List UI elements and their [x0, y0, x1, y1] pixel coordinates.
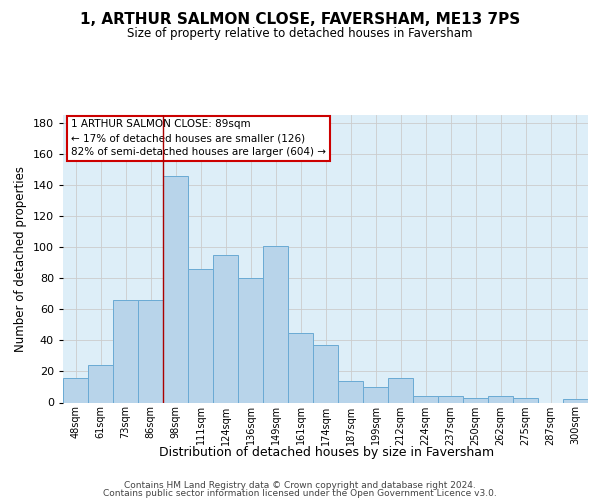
Bar: [88, 365, 113, 403]
Bar: [438, 396, 463, 402]
Y-axis label: Number of detached properties: Number of detached properties: [14, 166, 27, 352]
Bar: [213, 255, 238, 402]
Bar: [463, 398, 488, 402]
Bar: [238, 278, 263, 402]
Bar: [513, 398, 538, 402]
Bar: [263, 246, 288, 402]
Bar: [138, 300, 163, 402]
Bar: [288, 332, 313, 402]
Bar: [113, 300, 138, 402]
Bar: [488, 396, 513, 402]
Text: Contains public sector information licensed under the Open Government Licence v3: Contains public sector information licen…: [103, 490, 497, 498]
Bar: [188, 269, 213, 402]
Bar: [313, 345, 338, 403]
Bar: [363, 387, 388, 402]
Bar: [388, 378, 413, 402]
Bar: [163, 176, 188, 402]
Text: Contains HM Land Registry data © Crown copyright and database right 2024.: Contains HM Land Registry data © Crown c…: [124, 480, 476, 490]
Text: 1, ARTHUR SALMON CLOSE, FAVERSHAM, ME13 7PS: 1, ARTHUR SALMON CLOSE, FAVERSHAM, ME13 …: [80, 12, 520, 28]
Bar: [563, 400, 588, 402]
Bar: [63, 378, 88, 402]
Bar: [338, 380, 363, 402]
Text: Size of property relative to detached houses in Faversham: Size of property relative to detached ho…: [127, 28, 473, 40]
Bar: [413, 396, 438, 402]
Text: 1 ARTHUR SALMON CLOSE: 89sqm
← 17% of detached houses are smaller (126)
82% of s: 1 ARTHUR SALMON CLOSE: 89sqm ← 17% of de…: [71, 120, 326, 158]
Text: Distribution of detached houses by size in Faversham: Distribution of detached houses by size …: [160, 446, 494, 459]
